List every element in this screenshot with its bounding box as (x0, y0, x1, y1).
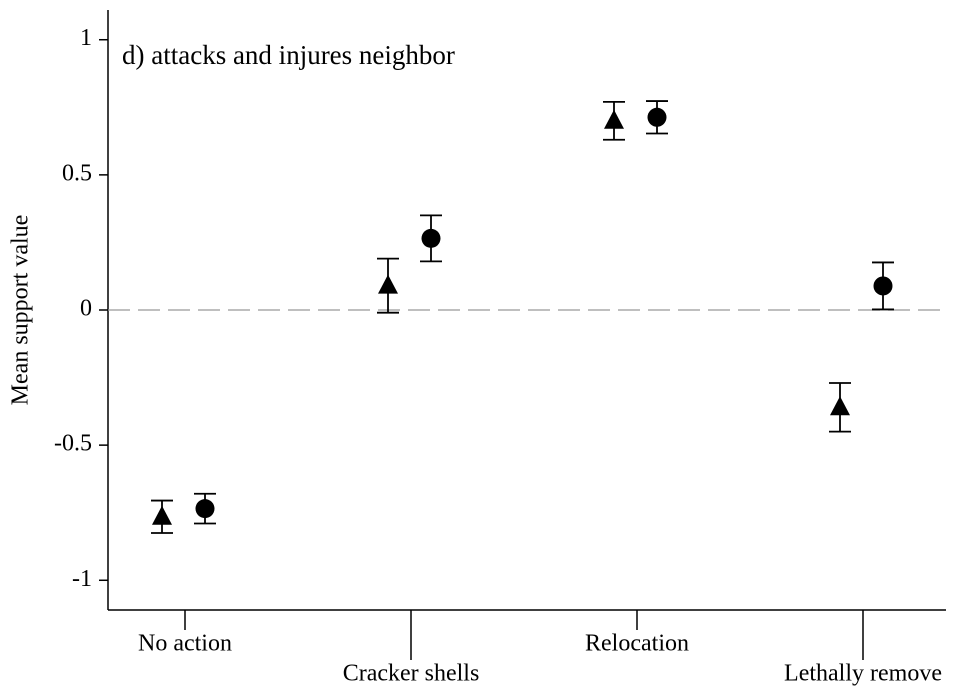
circle-marker (647, 107, 667, 127)
triangle-marker (152, 505, 172, 525)
chart-title: d) attacks and injures neighbor (122, 40, 455, 70)
x-tick-label: No action (138, 631, 232, 657)
triangle-marker (830, 396, 850, 416)
x-tick-label: Lethally remove (784, 661, 942, 687)
y-tick-label: -1 (72, 566, 92, 592)
y-tick-label: -0.5 (54, 431, 92, 457)
triangle-marker (604, 109, 624, 129)
circle-marker (195, 499, 215, 519)
circle-marker (873, 276, 893, 296)
triangle-marker (378, 274, 398, 294)
x-tick-label: Relocation (585, 631, 689, 657)
circle-marker (421, 228, 441, 248)
y-tick-label: 0.5 (62, 160, 92, 186)
y-axis-label: Mean support value (8, 215, 34, 406)
x-tick-label: Cracker shells (343, 661, 480, 687)
y-tick-label: 1 (80, 25, 92, 51)
y-tick-label: 0 (80, 296, 92, 322)
